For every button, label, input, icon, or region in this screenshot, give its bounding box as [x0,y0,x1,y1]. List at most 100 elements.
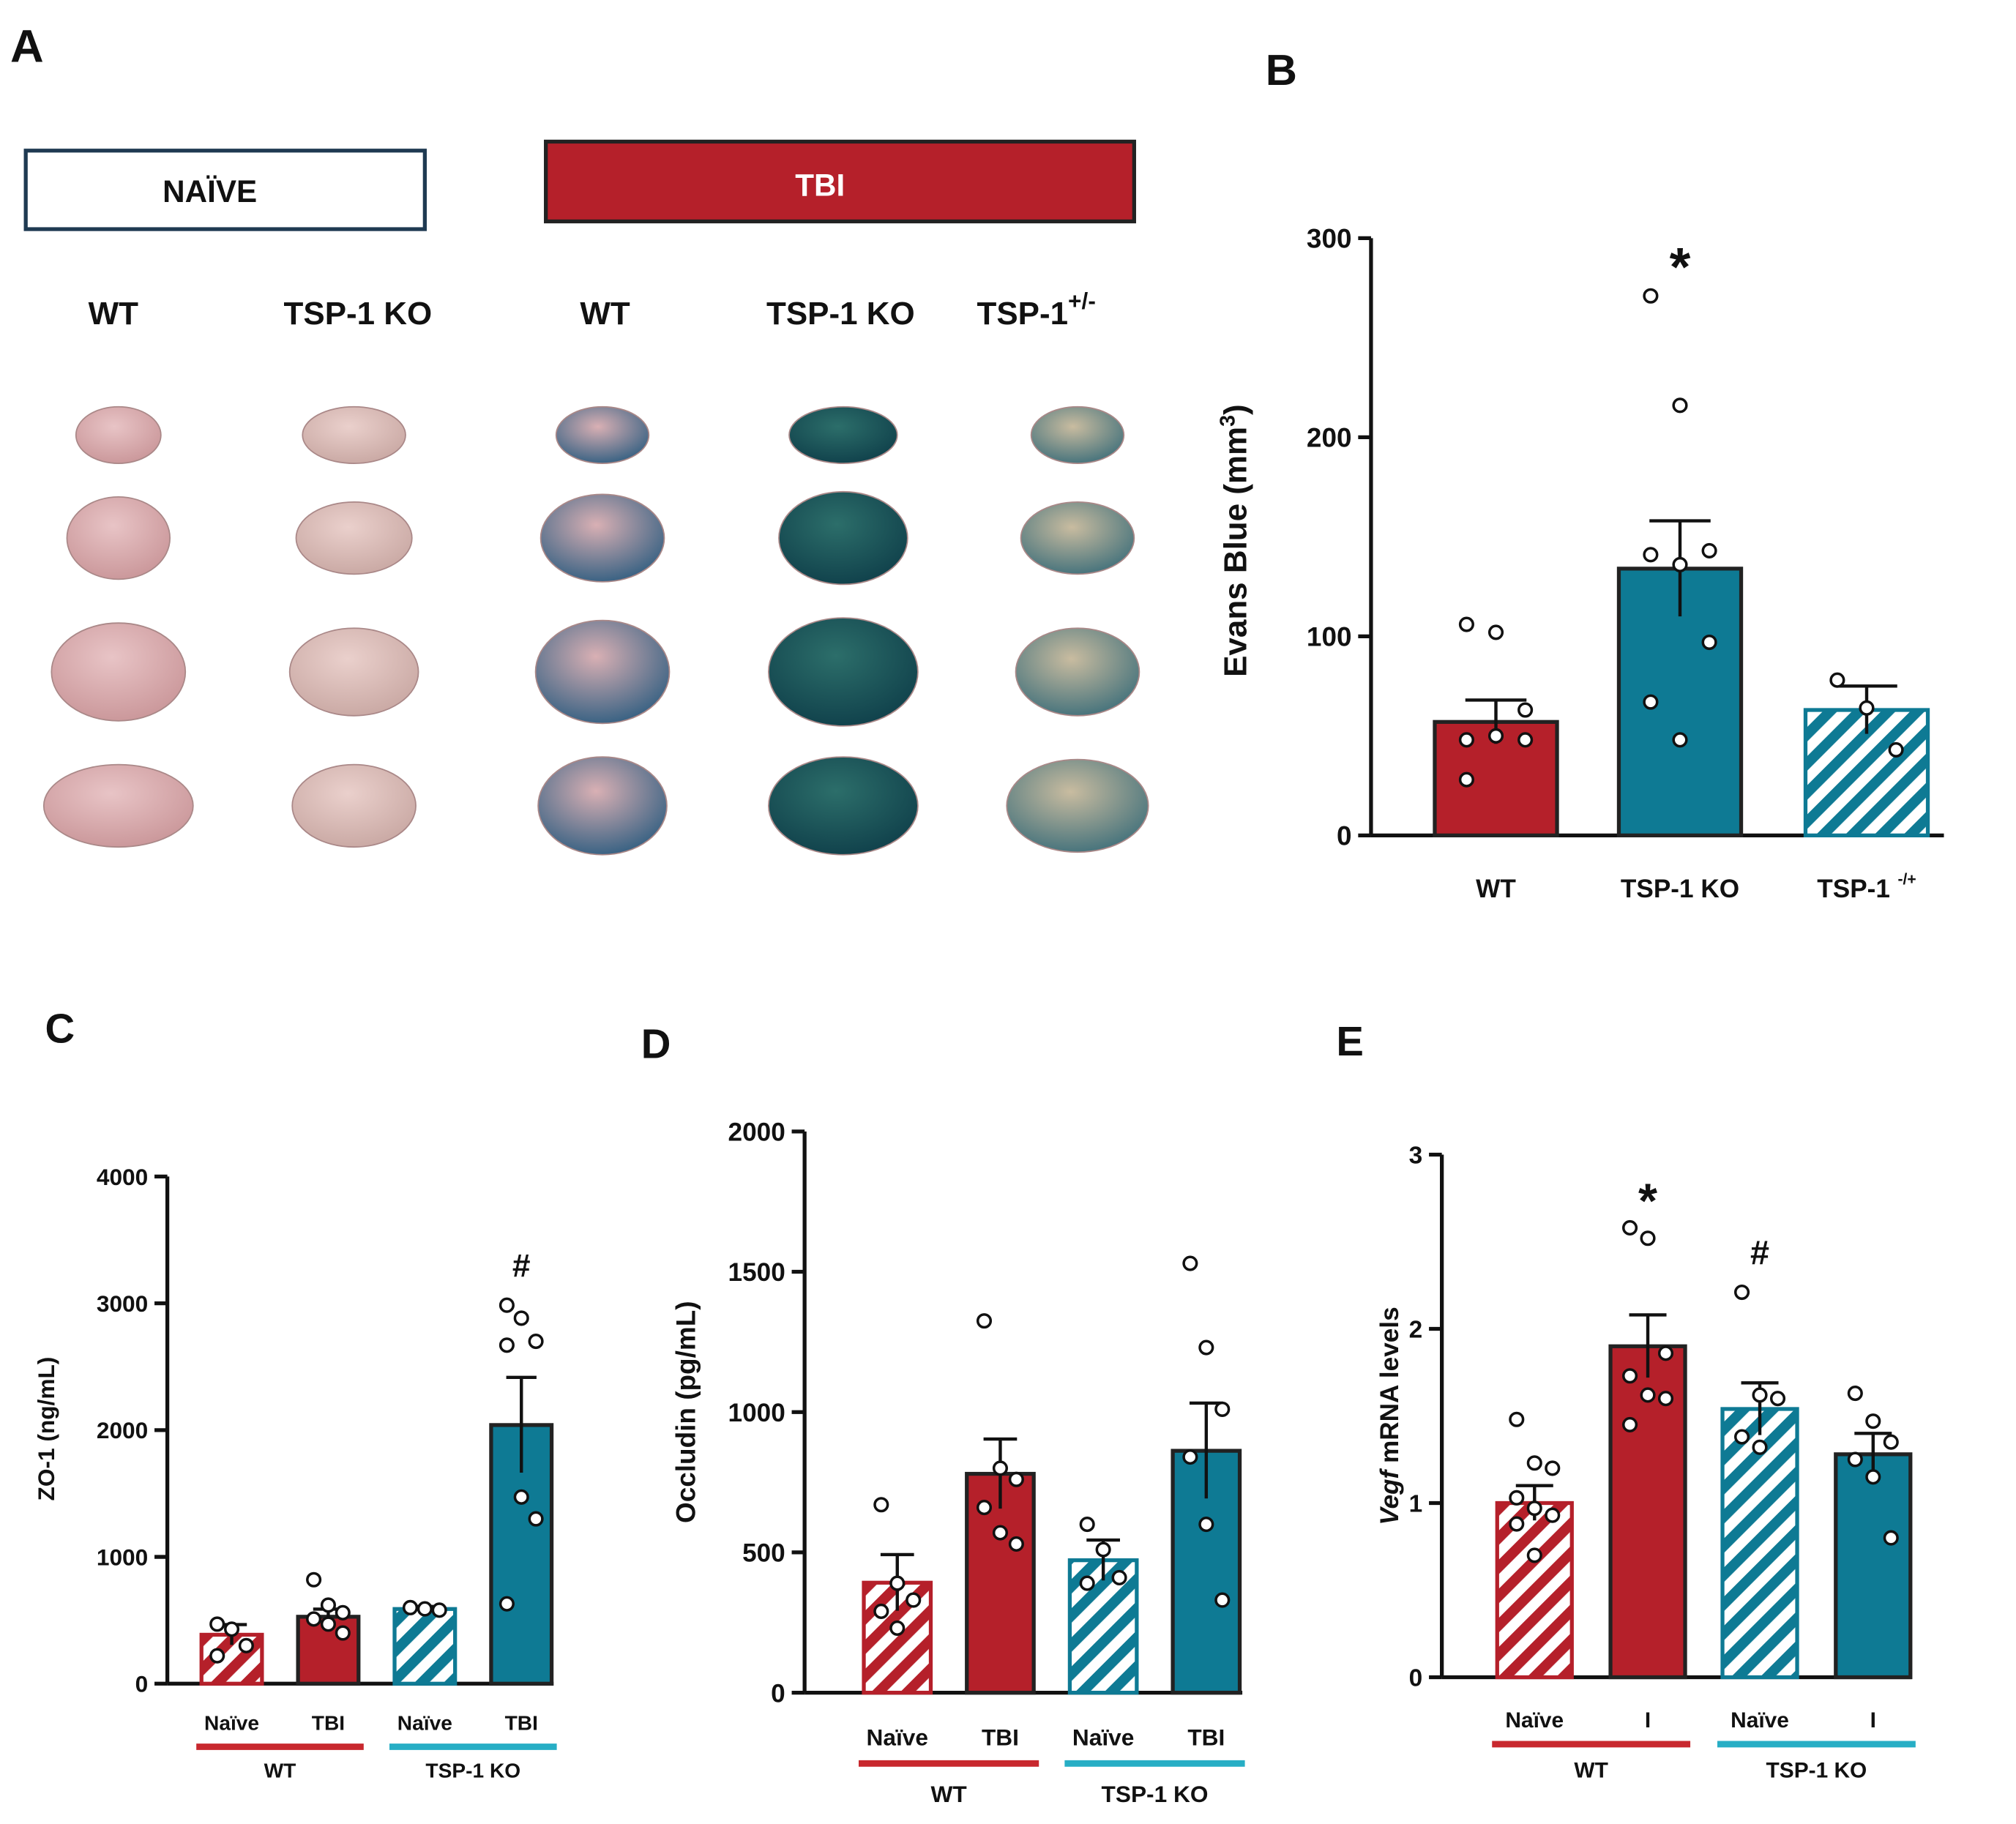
data-point [1888,741,1904,758]
data-point [1883,1434,1899,1450]
data-point [238,1637,254,1653]
x-tick-label-text: I [1645,1708,1651,1733]
column-label: TSP-1 KO [284,296,433,332]
brain-section [1006,758,1149,853]
data-point [1458,771,1474,788]
data-point [889,1575,906,1591]
y-axis-label-part: mRNA levels [1375,1307,1404,1470]
data-point [1752,1439,1768,1455]
y-tick-label: 500 [742,1539,785,1568]
y-tick-label: 0 [771,1679,785,1708]
data-point [499,1337,515,1353]
x-tick-label-text: TBI [312,1712,345,1735]
data-point [1458,616,1474,632]
data-point [1545,1460,1561,1476]
x-tick-label-text: Naïve [1731,1708,1789,1733]
bar [1834,1452,1913,1680]
data-point [499,1596,515,1612]
data-point [513,1489,529,1505]
annotation: * [1638,1174,1657,1228]
panel-label: E [1336,1018,1364,1064]
data-point [320,1597,336,1613]
data-point [1214,1401,1231,1417]
column-label-text: TSP-1 KO [766,296,915,332]
brain-section [302,405,406,464]
data-point [306,1611,322,1627]
group-label: WT [264,1760,296,1782]
x-tick-label: Naïve [1072,1724,1134,1751]
data-point [1672,556,1688,572]
x-tick-label: TBI [505,1712,538,1735]
data-point [1859,700,1875,716]
brain-section [537,756,668,856]
x-tick-label-text: TSP-1 KO [1621,875,1739,903]
data-point [1701,634,1717,651]
brain-section [768,756,919,856]
y-tick-label: 3 [1409,1143,1423,1170]
y-tick-label: 1000 [97,1544,148,1570]
data-point [1487,728,1504,744]
x-tick-label-text: TBI [982,1724,1019,1751]
brain-section [778,490,908,586]
y-tick-label: 1500 [728,1258,785,1287]
x-tick-label-text: Naïve [204,1712,259,1735]
brain-sections [42,405,1149,856]
data-point [224,1621,240,1637]
brain-section [295,501,413,575]
y-tick-label: 2000 [97,1417,148,1443]
x-tick-label: Naïve [204,1712,259,1735]
data-point [1657,1345,1674,1361]
data-point [1847,1451,1863,1468]
data-point [499,1297,515,1313]
data-point [1458,732,1474,748]
data-point [1095,1541,1111,1558]
column-label: TSP-1 KO [766,296,915,332]
data-point [417,1601,433,1617]
x-tick-label: TSP-1 -/+ [1817,871,1916,903]
y-tick-label: 3000 [97,1290,148,1317]
y-tick-label: 1 [1409,1491,1423,1518]
x-tick-label: TBI [982,1724,1019,1751]
data-point [1487,624,1504,640]
annotation: * [1670,236,1691,297]
data-point [528,1511,544,1527]
y-tick-label: 2 [1409,1317,1423,1344]
brain-section [788,405,898,464]
group-label: TSP-1 KO [425,1760,520,1782]
column-label: TSP-1+/- [977,288,1096,332]
data-point [1517,702,1534,718]
x-tick-label-text: WT [1476,875,1516,903]
data-point [976,1500,993,1516]
x-tick-label: Naïve [1505,1708,1564,1733]
data-point [1769,1391,1786,1407]
data-point [1526,1455,1542,1471]
x-tick-label: TSP-1 KO [1621,875,1739,903]
y-axis-label-part: Evans Blue (mm [1217,427,1253,677]
brain-section [51,622,187,722]
data-point [873,1603,889,1619]
y-tick-label: 1000 [728,1399,785,1427]
data-point [320,1616,336,1632]
tbi-header: TBI [795,168,845,202]
brain-section [1015,627,1140,717]
brain-section [42,763,194,848]
naive-header: NAÏVE [163,174,257,209]
data-point [1079,1517,1095,1533]
data-point [431,1602,447,1618]
column-label-text: TSP-1 [977,296,1069,332]
x-tick-label-text: I [1870,1708,1876,1733]
column-label-sup: +/- [1068,288,1096,314]
annotation: # [512,1249,531,1285]
data-point [513,1310,529,1326]
y-axis-label-part: Vegf [1375,1468,1404,1525]
data-point [209,1616,225,1632]
group-label: WT [1574,1759,1608,1783]
data-point [1526,1500,1542,1517]
x-tick-label-sup: -/+ [1897,871,1916,888]
x-tick-label: Naïve [397,1712,452,1735]
brain-section [555,405,650,464]
x-tick-label: I [1645,1708,1651,1733]
brain-section [1020,501,1135,575]
brain-section [534,619,671,725]
data-point [1509,1516,1525,1532]
